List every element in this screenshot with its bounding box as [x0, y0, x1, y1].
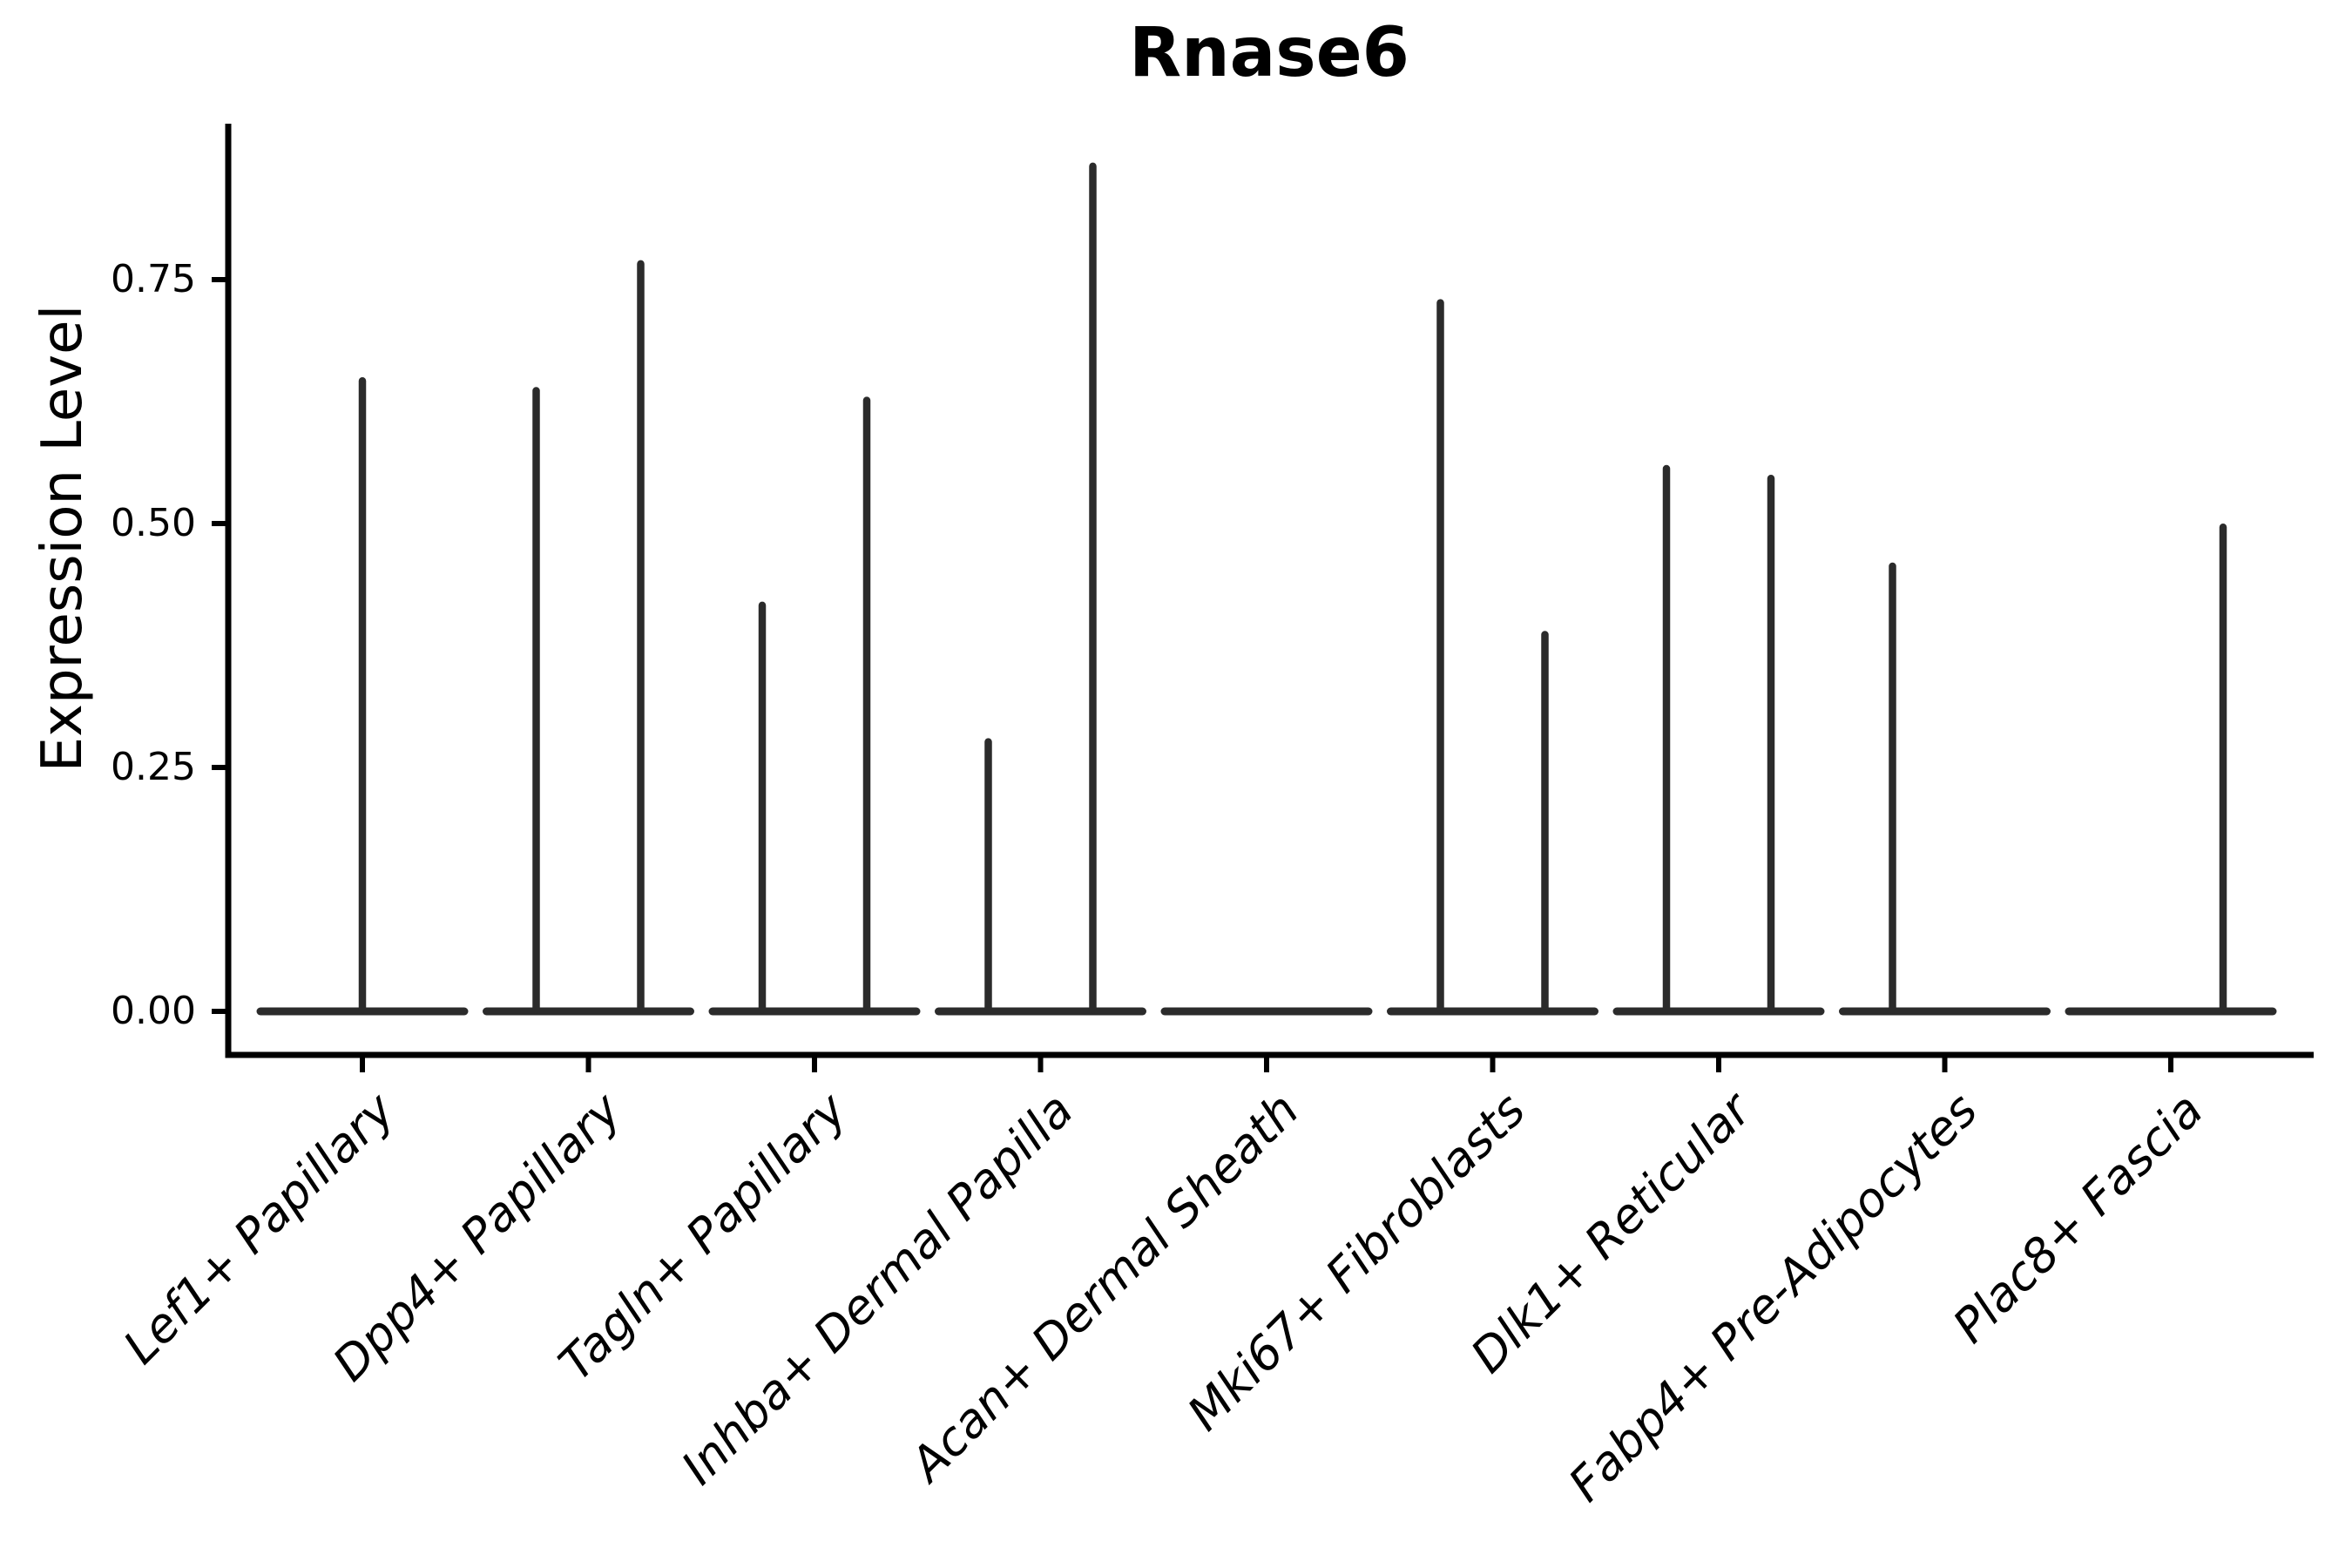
chart-title: Rnase6 — [1129, 14, 1409, 92]
y-tick-label: 0.25 — [111, 745, 196, 789]
y-tick-label: 0.75 — [111, 257, 196, 301]
y-tick-label: 0.50 — [111, 501, 196, 545]
y-tick-label: 0.00 — [111, 989, 196, 1033]
